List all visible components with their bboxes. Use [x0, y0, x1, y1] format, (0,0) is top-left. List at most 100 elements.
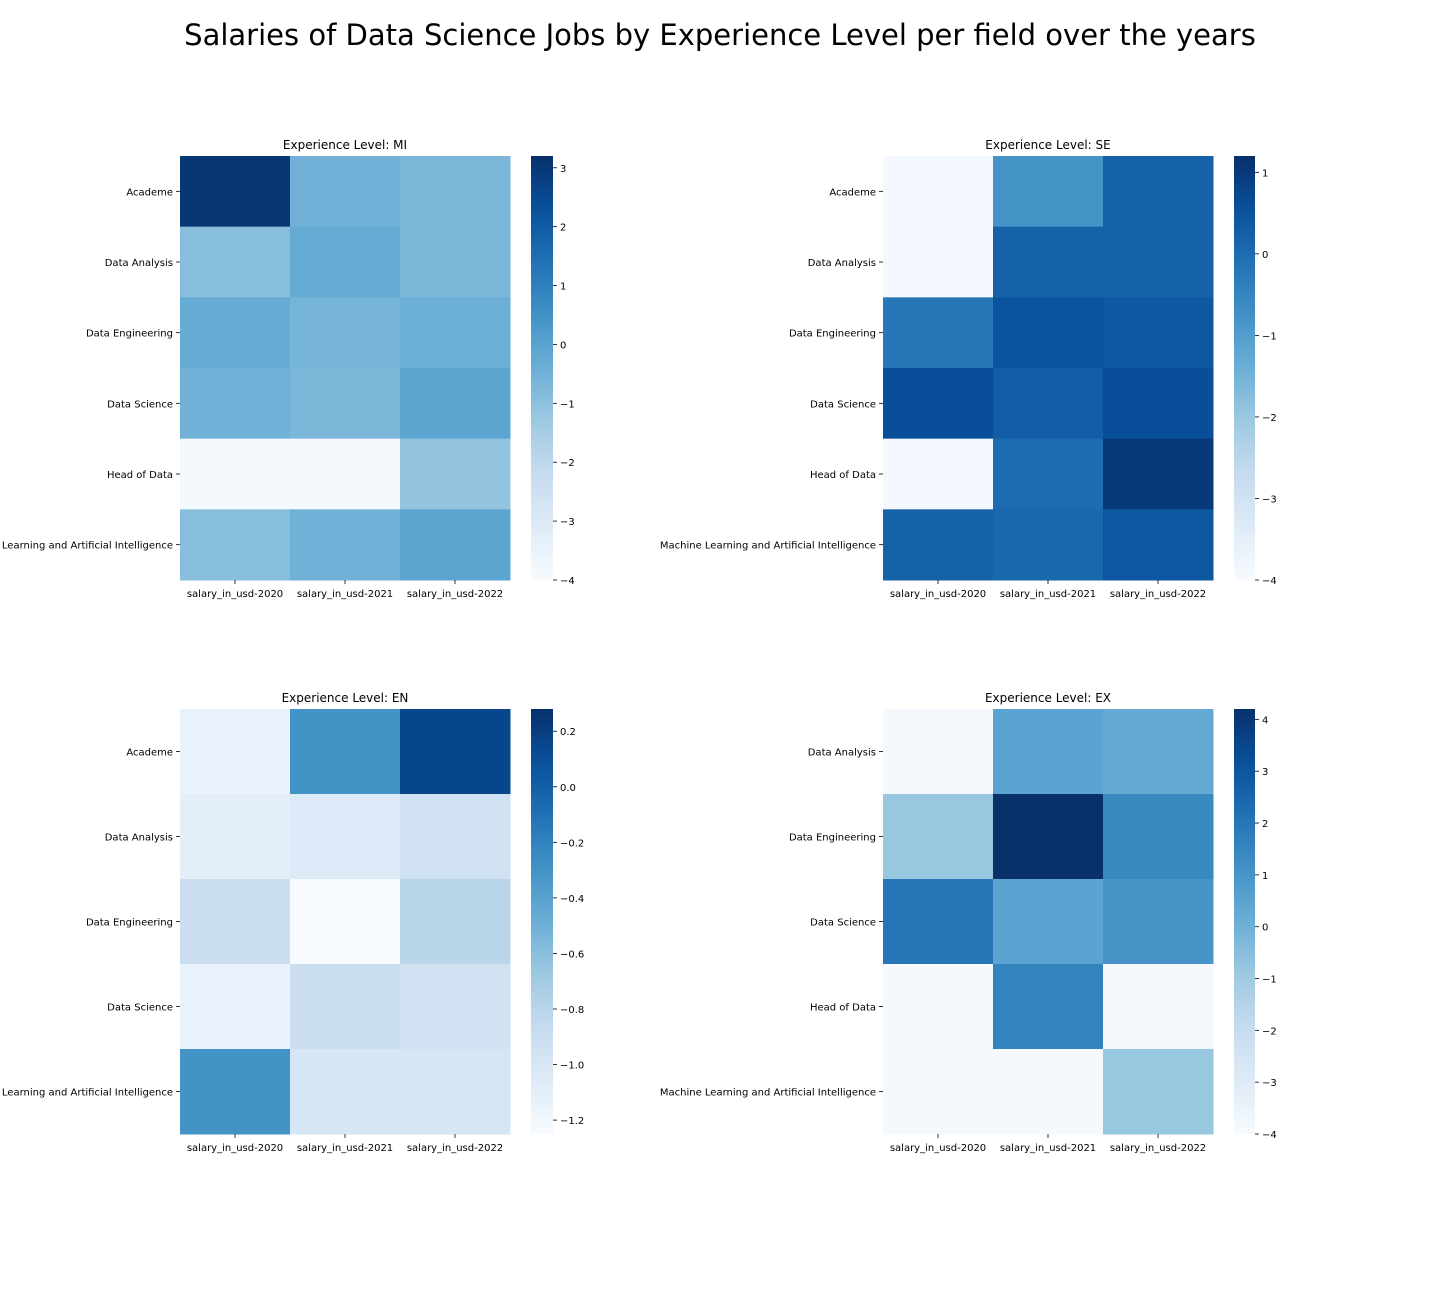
heatmap-cell	[290, 297, 401, 369]
heatmap-cell	[180, 368, 291, 440]
y-tick-label: Academe	[126, 187, 173, 198]
x-tick-label: salary_in_usd-2021	[1000, 589, 1096, 600]
heatmap-cell	[290, 509, 401, 581]
heatmap-cell	[290, 1049, 401, 1135]
heatmap-cell	[180, 964, 291, 1050]
y-tick-label: Head of Data	[810, 470, 876, 481]
heatmap-cell	[290, 879, 401, 965]
heatmap-cell	[400, 879, 511, 965]
heatmap-cell	[400, 1049, 511, 1135]
heatmap-cell	[1103, 509, 1214, 581]
heatmap-cell	[400, 964, 511, 1050]
y-tick-label: Learning and Artificial Intelligence	[2, 541, 173, 552]
colorbar-tick-label: 1	[560, 282, 566, 293]
heatmap-cell	[400, 509, 511, 581]
heatmap-cell	[400, 156, 511, 228]
colorbar-tick-label: 2	[1262, 819, 1268, 830]
heatmap-cell	[993, 156, 1104, 228]
heatmap-cell	[290, 368, 401, 440]
heatmap-cell	[290, 794, 401, 880]
heatmap-cell	[993, 226, 1104, 298]
x-tick-label: salary_in_usd-2020	[187, 589, 283, 600]
heatmap-cell	[400, 368, 511, 440]
colorbar-tick-label: −0.6	[560, 949, 584, 960]
heatmap-cell	[1103, 368, 1214, 440]
panel-title: Experience Level: EX	[985, 691, 1111, 705]
heatmap-cell	[1103, 1049, 1214, 1135]
y-tick-label: Data Science	[107, 399, 173, 410]
panel-title: Experience Level: MI	[283, 138, 407, 152]
heatmap-cell	[993, 709, 1104, 795]
y-tick-label: Data Engineering	[789, 833, 876, 844]
figure-title: Salaries of Data Science Jobs by Experie…	[184, 18, 1256, 52]
x-tick-label: salary_in_usd-2020	[890, 1143, 986, 1154]
colorbar-tick-label: −2	[1262, 1026, 1277, 1037]
colorbar-tick-label: 1	[1262, 168, 1268, 179]
heatmap-cell	[1103, 794, 1214, 880]
x-tick-label: salary_in_usd-2021	[297, 589, 393, 600]
heatmap-cell	[993, 438, 1104, 510]
heatmap-cell	[883, 794, 994, 880]
colorbar-tick-label: −2	[560, 458, 575, 469]
colorbar-tick-label: −0.8	[560, 1005, 584, 1016]
x-tick-label: salary_in_usd-2020	[187, 1143, 283, 1154]
heatmap-cell	[993, 1049, 1104, 1135]
colorbar-tick-label: 4	[1262, 715, 1268, 726]
y-tick-label: Data Science	[107, 1003, 173, 1014]
colorbar-tick-label: −3	[1262, 1078, 1277, 1089]
y-tick-label: Academe	[829, 187, 876, 198]
colorbar-tick-label: −1	[560, 399, 575, 410]
heatmap-cell	[993, 509, 1104, 581]
heatmap-cell	[883, 156, 994, 228]
y-tick-label: Data Engineering	[86, 918, 173, 929]
colorbar-tick-label: −3	[1262, 494, 1277, 505]
heatmap-cell	[993, 794, 1104, 880]
heatmap-cell	[1103, 226, 1214, 298]
y-tick-label: Data Science	[810, 918, 876, 929]
colorbar	[1234, 709, 1255, 1134]
heatmap-cell	[290, 438, 401, 510]
x-tick-label: salary_in_usd-2022	[407, 1143, 503, 1154]
colorbar-tick-label: −4	[1262, 1130, 1277, 1141]
y-tick-label: Data Engineering	[86, 329, 173, 340]
y-tick-label: Data Analysis	[808, 748, 876, 759]
heatmap-cell	[1103, 964, 1214, 1050]
heatmap-cell	[1103, 156, 1214, 228]
y-tick-label: Data Analysis	[105, 258, 173, 269]
colorbar-tick-label: −1	[1262, 975, 1277, 986]
heatmap-panel: Experience Level: MI Academe Data Analysis…	[2, 138, 575, 600]
y-tick-label: Data Engineering	[789, 329, 876, 340]
y-tick-label: Data Analysis	[105, 833, 173, 844]
heatmap-panel: Experience Level: EX Data Analysis Data En…	[660, 691, 1277, 1154]
heatmap-cell	[180, 509, 291, 581]
heatmap-panel: Experience Level: SE Academe Data Analysis…	[660, 138, 1277, 600]
heatmap-cell	[180, 794, 291, 880]
colorbar	[1234, 156, 1255, 580]
colorbar-tick-label: 3	[1262, 767, 1268, 778]
y-tick-label: Machine Learning and Artificial Intellig…	[660, 1088, 876, 1099]
heatmap-cell	[883, 509, 994, 581]
colorbar-tick-label: 2	[560, 223, 566, 234]
heatmap-cell	[883, 709, 994, 795]
y-tick-label: Machine Learning and Artificial Intellig…	[660, 541, 876, 552]
heatmap-cell	[400, 709, 511, 795]
colorbar-tick-label: −0.4	[560, 894, 584, 905]
heatmap-cell	[290, 156, 401, 228]
panel-title: Experience Level: EN	[282, 691, 409, 705]
x-tick-label: salary_in_usd-2022	[1110, 1143, 1206, 1154]
colorbar-tick-label: 0	[560, 340, 566, 351]
colorbar-tick-label: 0	[1262, 923, 1268, 934]
colorbar-tick-label: 1	[1262, 871, 1268, 882]
heatmap-cell	[883, 226, 994, 298]
heatmap-cell	[400, 794, 511, 880]
heatmap-cell	[180, 226, 291, 298]
x-tick-label: salary_in_usd-2022	[407, 589, 503, 600]
colorbar-tick-label: −4	[1262, 576, 1277, 587]
heatmap-cell	[1103, 297, 1214, 369]
colorbar-tick-label: −1.2	[560, 1116, 584, 1127]
heatmap-cell	[1103, 879, 1214, 965]
heatmap-cell	[883, 368, 994, 440]
colorbar-tick-label: −0.2	[560, 838, 584, 849]
colorbar-tick-label: −1	[1262, 331, 1277, 342]
